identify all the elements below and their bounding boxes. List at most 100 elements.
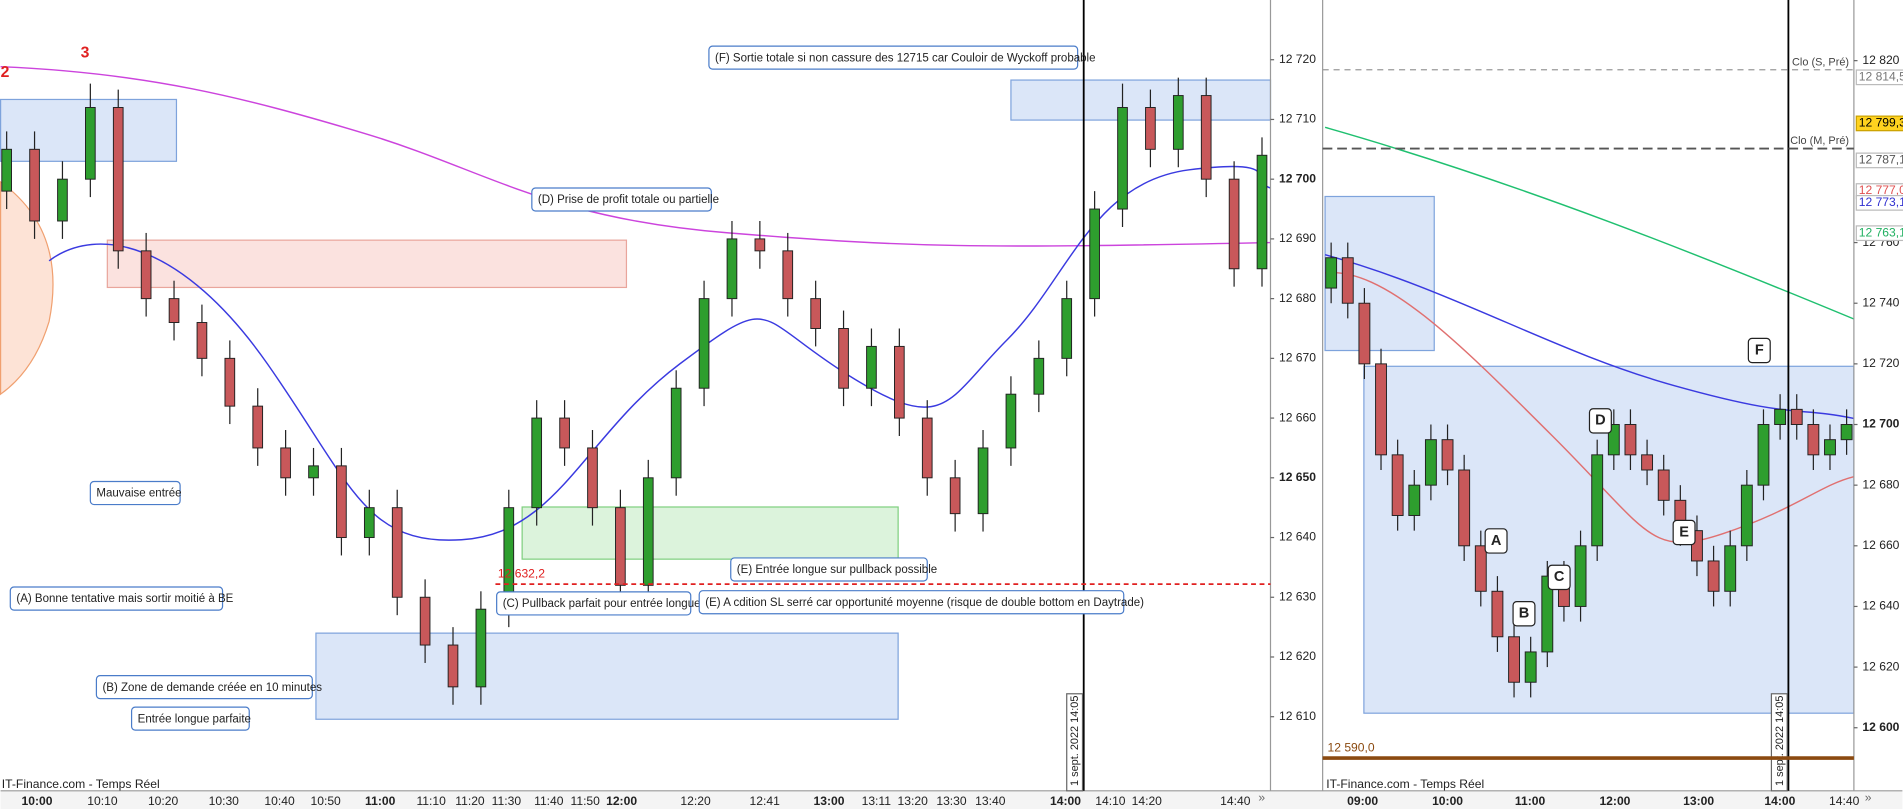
candle-body [29, 148, 40, 222]
time-marker-box [1066, 693, 1084, 792]
candle-body [1724, 545, 1737, 592]
y-tick-label: 12 710 [1279, 112, 1316, 126]
time-marker-box [1770, 693, 1788, 792]
x-tick-label: 10:20 [148, 794, 179, 808]
y-tick-label: 12 720 [1862, 356, 1899, 370]
candle-body [1508, 636, 1520, 683]
annotation: (E) A cdition SL serré car opportunité m… [705, 597, 1144, 609]
x-tick-label: 11:00 [1515, 794, 1546, 808]
y-tick-label: 12 620 [1279, 649, 1316, 663]
candle-body [1228, 178, 1240, 270]
scroll-arrow[interactable]: » [1865, 790, 1872, 804]
y-tick-label: 12 660 [1279, 410, 1316, 424]
candle-body [754, 238, 766, 252]
candle-body [838, 328, 849, 389]
candle-body [1341, 257, 1354, 304]
candle-body [866, 345, 877, 389]
y-tick-label: 12 650 [1279, 470, 1316, 484]
price-tag-label: 12 787,1 [1859, 153, 1903, 167]
x-tick-label: 14:00 [1764, 794, 1795, 808]
candle-body [1441, 439, 1454, 471]
annotation: F [1755, 342, 1764, 358]
candle-body [1491, 590, 1504, 638]
scroll-arrow[interactable]: » [1258, 790, 1265, 804]
annotation-box [730, 557, 928, 582]
annotation: (C) Pullback parfait pour entrée longue [503, 598, 701, 610]
x-tick-label: 11:30 [492, 794, 522, 808]
x-tick-label: 12:20 [680, 794, 711, 808]
annotation-box [89, 480, 181, 506]
annotation: E [1679, 524, 1689, 540]
candle-body [140, 250, 152, 300]
annotation-box [9, 586, 224, 611]
x-tick-label: 13:00 [814, 794, 845, 808]
candle-body [921, 417, 933, 479]
candle-body [1172, 95, 1184, 150]
annotation: (B) Zone de demande créée en 10 minutes [102, 682, 322, 694]
x-tick-label: 09:00 [1347, 794, 1378, 808]
x-tick-label: 10:30 [209, 794, 240, 808]
source: IT-Finance.com - Temps Réel [1326, 777, 1484, 791]
time-axis [0, 790, 1903, 809]
candle-body [1591, 454, 1604, 547]
candle-body [1391, 454, 1404, 516]
source: IT-Finance.com - Temps Réel [2, 777, 160, 791]
annotation-box [708, 45, 1079, 70]
price-tag-label: 12 814,5 [1859, 70, 1903, 84]
candle-body [57, 178, 68, 222]
candle-body [1707, 560, 1720, 592]
candle-body [308, 465, 319, 479]
candle-body [1524, 651, 1537, 683]
zone [521, 506, 899, 560]
annotation: (A) Bonne tentative mais sortir moitié à… [16, 593, 233, 605]
y-tick-label: 12 610 [1279, 709, 1316, 723]
y-tick-label: 12 640 [1862, 599, 1899, 613]
annotation-box [1512, 600, 1536, 627]
candle-body [1117, 107, 1128, 210]
price-tag [1855, 152, 1903, 169]
zone [106, 239, 628, 289]
annotation: (D) Prise de profit totale ou partielle [538, 194, 719, 206]
moving-average [48, 165, 1271, 541]
candle-body [1657, 469, 1670, 501]
candle-body [85, 107, 96, 180]
time-marker-label: 1 sept. 2022 14:05 [1069, 696, 1081, 786]
zone [315, 632, 899, 720]
candle-body [168, 298, 180, 324]
level-label: 12 590,0 [1327, 741, 1374, 755]
x-tick-label: 11:00 [365, 794, 396, 808]
candle-body [1200, 95, 1212, 180]
annotation-box [130, 706, 250, 731]
x-tick-label: 11:50 [571, 794, 601, 808]
candle-body [1624, 424, 1637, 456]
x-tick-label: 10:50 [310, 794, 341, 808]
y-tick-label: 12 700 [1279, 171, 1316, 185]
x-tick-label: 13:20 [898, 794, 929, 808]
candle-body [1358, 302, 1371, 365]
candle-body [1607, 424, 1620, 456]
candle-body [112, 107, 124, 252]
x-tick-label: 10:10 [87, 794, 118, 808]
candle-body [559, 417, 570, 449]
x-tick-label: 14:40 [1220, 794, 1251, 808]
y-tick-label: 12 740 [1862, 295, 1899, 309]
annotation-box [1484, 528, 1508, 554]
candle-body [280, 447, 291, 479]
candle-body [391, 507, 403, 598]
price-tag-label: 12 777,0 [1859, 183, 1903, 197]
x-tick-label: 13:40 [975, 794, 1006, 808]
x-tick-label: 12:41 [750, 794, 781, 808]
candle-body [1757, 424, 1770, 486]
candle-body [1691, 530, 1703, 562]
annotation-box [698, 590, 1125, 615]
candle-body [1033, 357, 1045, 395]
x-tick-label: 11:40 [534, 794, 564, 808]
candle-body [894, 345, 905, 419]
x-tick-label: 14:40 [1829, 794, 1860, 808]
candle-body [587, 447, 598, 509]
candle-body [1541, 575, 1554, 653]
candle-body [810, 298, 821, 329]
candle-body [1424, 439, 1437, 486]
candle-body [949, 477, 961, 515]
